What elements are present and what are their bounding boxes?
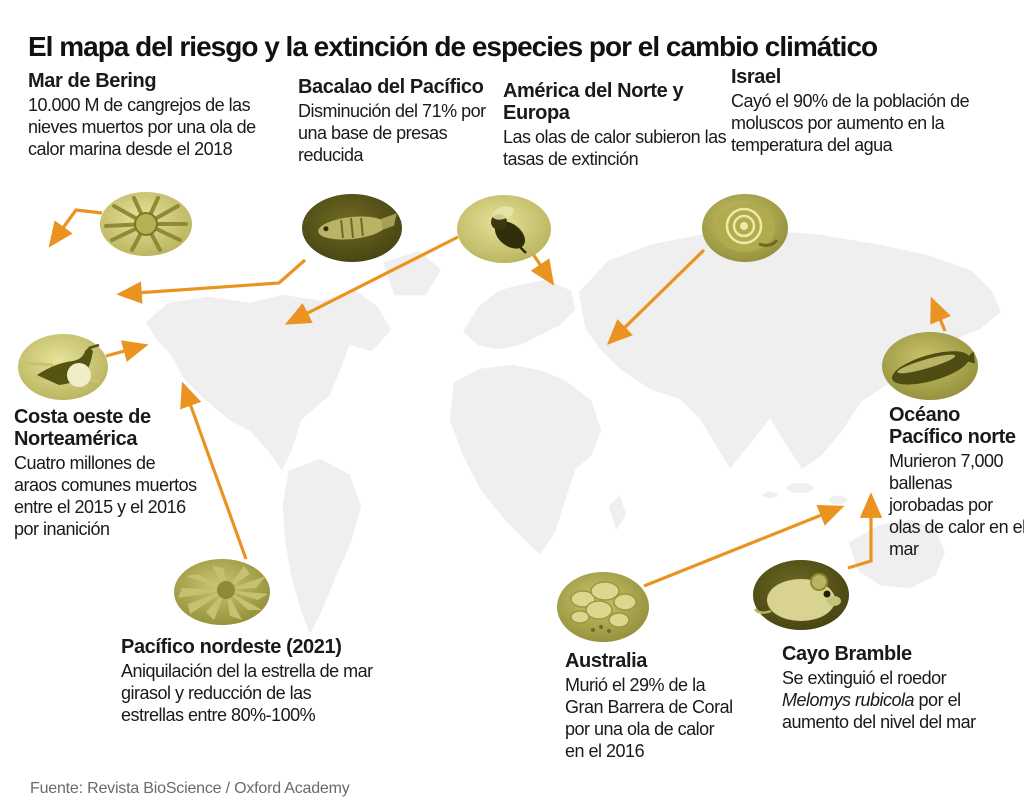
callout-title: Cayo Bramble [782, 643, 912, 665]
land-south-america [281, 457, 363, 637]
callout-body: Se extinguió el roedor Melomys rubicola … [782, 667, 980, 733]
coral-image [557, 572, 649, 642]
arrow-pacifico-nordeste [180, 381, 248, 560]
callout-title: Israel [731, 66, 781, 88]
arrow-bacalao [116, 258, 307, 304]
source-credit: Fuente: Revista BioScience / Oxford Acad… [30, 780, 350, 797]
arrow-oceano-pacifico [930, 296, 951, 332]
pacific-cod-image [302, 194, 402, 262]
arrow-costa-oeste [105, 340, 149, 362]
arrow-mar-de-bering [48, 208, 103, 248]
arrow-australia [643, 504, 845, 588]
callout-cayo-bramble: Cayo Bramble Se extinguió el roedor Melo… [782, 643, 980, 733]
body-text: por el aumento del nivel del mar [782, 690, 976, 732]
land-island-2 [827, 494, 849, 506]
arrow-cayo-bramble [847, 492, 883, 570]
callout-title: Bacalao del Pacífico [298, 76, 484, 98]
land-europe [461, 278, 577, 351]
land-greenland [381, 249, 443, 297]
callout-body: Murió el 29% de la Gran Barrera de Coral… [565, 675, 733, 761]
callout-mar-de-bering: Mar de Bering 10.000 M de cangrejos de l… [28, 70, 280, 160]
callout-title: Costa oeste de Norteamérica [14, 406, 151, 450]
callout-oceano-pacifico-norte: Océano Pacífico norte Murieron 7,000 bal… [889, 404, 1024, 560]
callout-body: Cuatro millones de araos comunes muertos… [14, 453, 197, 539]
callout-body: Las olas de calor subieron las tasas de … [503, 127, 727, 169]
melomys-rodent-image [753, 560, 849, 630]
land-africa [448, 363, 603, 557]
callout-bacalao-pacifico: Bacalao del Pacífico Disminución del 71%… [298, 76, 488, 166]
page-title: El mapa del riesgo y la extinción de esp… [28, 30, 878, 62]
callout-title: Australia [565, 650, 647, 672]
callout-title: Pacífico nordeste (2021) [121, 636, 342, 658]
bumblebee-image [457, 195, 551, 263]
body-text: Se extinguió el roedor [782, 668, 947, 688]
arrow-europa [529, 250, 555, 286]
callout-costa-oeste-norteamerica: Costa oeste de Norteamérica Cuatro millo… [14, 406, 200, 540]
common-murre-image [18, 334, 108, 400]
humpback-whale-image [882, 332, 978, 400]
arrow-israel [606, 248, 706, 346]
arrow-america-norte [284, 235, 459, 325]
land-island-1 [785, 481, 815, 495]
callout-america-norte-europa: América del Norte y Europa Las olas de c… [503, 80, 735, 170]
callout-body: Disminución del 71% por una base de pres… [298, 101, 486, 165]
sunflower-sea-star-image [174, 559, 270, 625]
land-asia [577, 228, 1003, 471]
mollusk-snail-image [702, 194, 788, 262]
snow-crab-image [100, 192, 192, 256]
callout-title: Océano Pacífico norte [889, 404, 1016, 448]
world-map [144, 228, 1003, 637]
callout-title: América del Norte y Europa [503, 80, 684, 124]
callout-body: Cayó el 90% de la población de moluscos … [731, 91, 970, 155]
callout-pacifico-nordeste: Pacífico nordeste (2021) Aniquilación de… [121, 636, 373, 726]
callout-israel: Israel Cayó el 90% de la población de mo… [731, 66, 979, 156]
arrow-layer [48, 208, 951, 588]
species-latin-name: Melomys rubicola [782, 690, 915, 710]
callout-body: 10.000 M de cangrejos de las nieves muer… [28, 95, 256, 159]
land-madagascar [607, 493, 628, 533]
callout-body: Murieron 7,000 ballenas jorobadas por ol… [889, 451, 1024, 559]
callout-title: Mar de Bering [28, 70, 157, 92]
callout-body: Aniquilación del la estrella de mar gira… [121, 661, 373, 725]
callout-australia: Australia Murió el 29% de la Gran Barrer… [565, 650, 737, 762]
land-island-3 [761, 490, 779, 500]
